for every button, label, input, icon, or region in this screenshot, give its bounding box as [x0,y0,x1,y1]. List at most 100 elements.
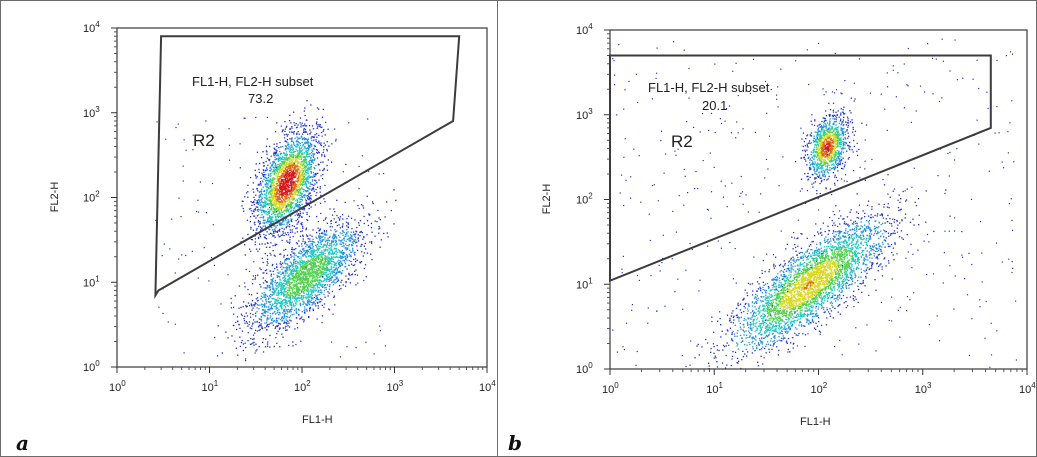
event-dot [236,316,239,318]
event-dot [322,108,324,110]
event-dot [316,295,318,297]
event-dot [318,247,321,250]
event-dot [298,274,300,276]
event-dot [275,313,277,315]
event-dot [334,236,336,238]
event-dot [284,290,286,292]
event-dot [310,246,312,249]
event-dot [274,188,277,190]
event-dot [266,261,268,263]
event-dot [285,307,287,309]
event-dot [260,229,262,231]
event-dot [247,184,249,186]
event-dot [302,226,304,228]
event-dot [288,322,290,324]
event-dot [257,203,259,205]
event-dot [285,204,288,206]
event-dot [322,239,324,241]
event-dot [335,236,337,238]
event-dot [269,309,271,311]
event-dot [368,213,370,215]
event-dot [303,272,305,274]
event-dot [304,158,307,160]
event-dot [316,152,319,154]
event-dot [306,141,308,143]
event-dot [323,267,325,269]
event-dot [311,244,313,246]
event-dot [287,311,289,313]
event-dot [277,173,279,175]
event-dot [279,266,282,268]
event-dot [266,183,269,185]
event-dot [298,142,300,144]
event-dot [360,261,363,263]
event-dot [270,216,272,218]
event-dot [336,261,338,263]
event-dot [288,163,290,165]
event-dot [304,107,306,109]
event-dot [265,192,267,195]
event-dot [329,243,331,245]
event-dot [264,174,266,176]
event-dot [302,188,304,190]
event-dot [328,240,331,242]
event-dot [308,177,311,179]
event-dot [292,180,294,183]
event-dot [325,288,327,291]
event-dot [309,244,311,246]
event-dot [251,283,254,285]
event-dot [278,147,280,149]
event-dot [324,243,326,246]
event-dot [285,170,287,172]
event-dot [285,181,287,183]
event-dot [266,281,268,283]
event-dot [276,285,278,287]
event-dot [315,305,317,307]
event-dot [309,263,311,266]
event-dot [260,320,263,322]
event-dot [284,270,286,273]
event-dot [299,174,301,176]
event-dot [268,196,271,199]
event-dot [291,172,293,175]
event-dot [325,268,327,270]
event-dot [262,338,264,340]
event-dot [335,221,337,224]
event-dot [303,209,305,211]
event-dot [304,278,306,280]
event-dot [269,322,272,324]
event-dot [335,250,337,252]
event-dot [332,235,334,237]
event-dot [254,302,256,304]
event-dot [280,287,282,289]
event-dot [308,174,310,177]
event-dot [290,138,293,140]
event-dot [247,191,249,193]
event-dot [291,270,293,272]
event-dot [284,178,287,180]
event-dot [317,248,319,250]
event-dot [379,246,381,248]
event-dot [322,286,324,288]
event-dot [281,320,283,322]
event-dot [296,322,298,325]
event-dot [230,302,232,304]
event-dot [302,235,304,238]
event-dot [340,240,342,242]
event-dot [270,218,272,220]
event-dot [304,194,306,196]
event-dot [285,168,287,170]
event-dot [274,305,276,308]
event-dot [315,279,317,282]
event-dot [279,318,282,321]
event-dot [301,294,303,297]
event-dot [282,161,284,163]
event-dot [314,284,317,286]
event-dot [281,172,283,174]
event-dot [332,251,334,253]
event-dot [309,188,311,190]
event-dot [311,135,313,138]
event-dot [293,196,295,198]
event-dot [281,317,283,319]
event-dot [342,218,344,220]
